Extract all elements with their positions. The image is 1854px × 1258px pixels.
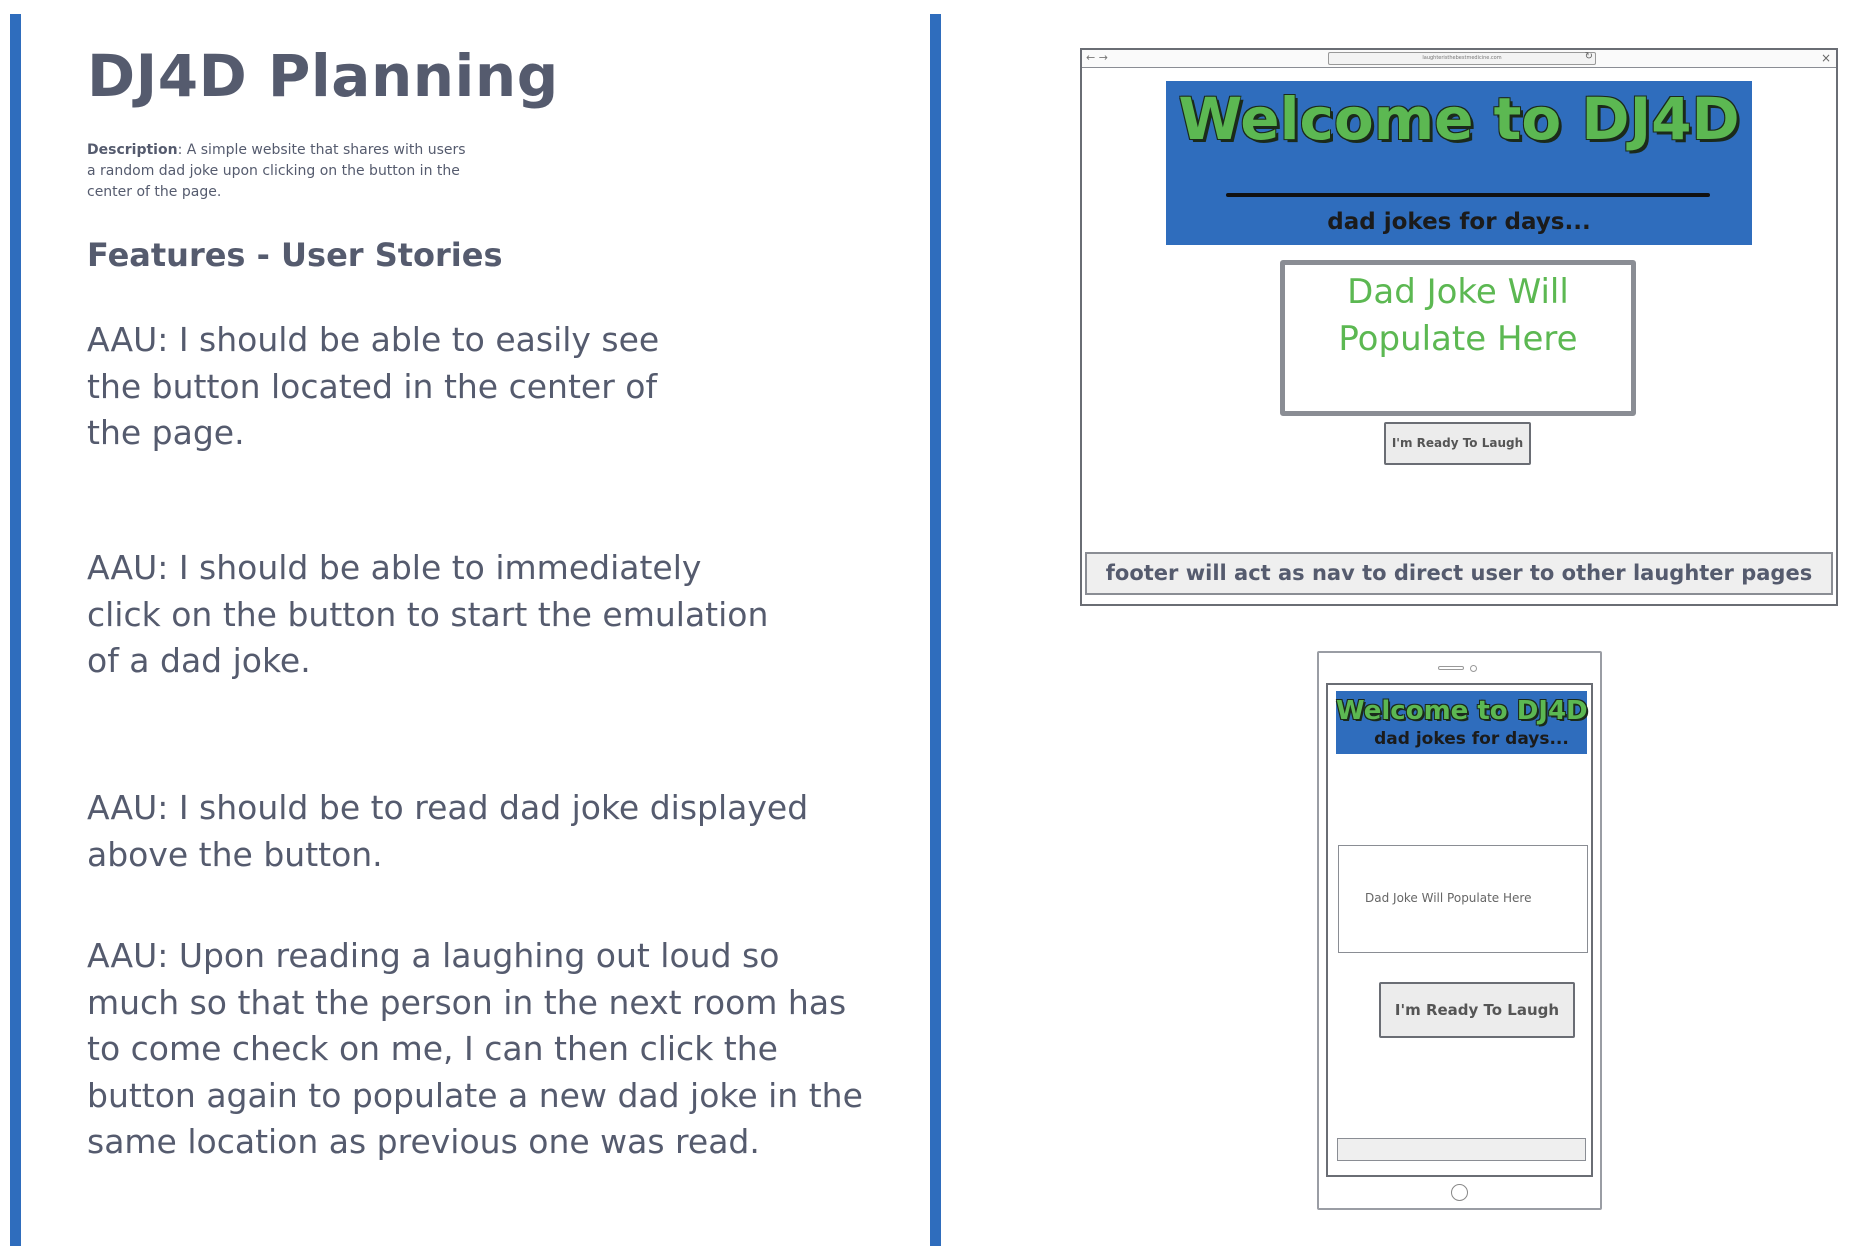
desktop-joke-box: Dad Joke Will Populate Here <box>1280 260 1636 416</box>
user-story-2: AAU: I should be able to immediately cli… <box>87 548 769 680</box>
desktop-hero-title: Welcome to DJ4D <box>1178 85 1740 153</box>
browser-toolbar: ← → laughteristhebestmedicine.com ↻ × <box>1082 50 1836 68</box>
mobile-wireframe: Welcome to DJ4D dad jokes for days... Da… <box>1317 651 1602 1210</box>
reload-icon: ↻ <box>1584 51 1593 62</box>
description-text: : A simple website that shares with user… <box>87 142 466 200</box>
phone-camera-icon <box>1470 665 1477 672</box>
url-bar: laughteristhebestmedicine.com ↻ <box>1328 51 1596 65</box>
mobile-joke-box: Dad Joke Will Populate Here <box>1338 845 1588 953</box>
center-divider-bar <box>930 14 941 1246</box>
phone-speaker-icon <box>1438 666 1464 670</box>
mobile-hero-subtitle: dad jokes for days... <box>1374 729 1569 749</box>
back-forward-arrows-icon: ← → <box>1086 51 1108 64</box>
close-icon: × <box>1820 51 1831 65</box>
mobile-hero-title: Welcome to DJ4D <box>1336 696 1588 726</box>
left-accent-bar <box>10 14 21 1246</box>
desktop-hero-banner: Welcome to DJ4D dad jokes for days... <box>1166 81 1752 245</box>
phone-screen: Welcome to DJ4D dad jokes for days... Da… <box>1326 683 1593 1177</box>
mobile-hero-banner: Welcome to DJ4D dad jokes for days... <box>1336 691 1588 754</box>
desktop-hero-underline <box>1226 193 1710 197</box>
page-title: DJ4D Planning <box>87 42 559 110</box>
desktop-wireframe: ← → laughteristhebestmedicine.com ↻ × We… <box>1080 48 1838 606</box>
desktop-hero-subtitle: dad jokes for days... <box>1327 209 1591 235</box>
features-heading: Features - User Stories <box>87 236 503 274</box>
desktop-joke-placeholder: Dad Joke Will Populate Here <box>1338 272 1578 359</box>
description-label: Description <box>87 142 178 158</box>
description: Description: A simple website that share… <box>87 140 467 203</box>
user-story-3: AAU: I should be to read dad joke displa… <box>87 788 809 874</box>
mobile-laugh-button: I'm Ready To Laugh <box>1379 982 1575 1038</box>
user-story-4: AAU: Upon reading a laughing out loud so… <box>87 936 863 1161</box>
phone-home-button-icon <box>1451 1184 1468 1201</box>
user-story-1: AAU: I should be able to easily see the … <box>87 320 660 452</box>
desktop-laugh-button: I'm Ready To Laugh <box>1384 422 1531 465</box>
url-text: laughteristhebestmedicine.com <box>1422 55 1502 61</box>
mobile-footer <box>1337 1138 1586 1161</box>
desktop-footer: footer will act as nav to direct user to… <box>1085 552 1833 595</box>
